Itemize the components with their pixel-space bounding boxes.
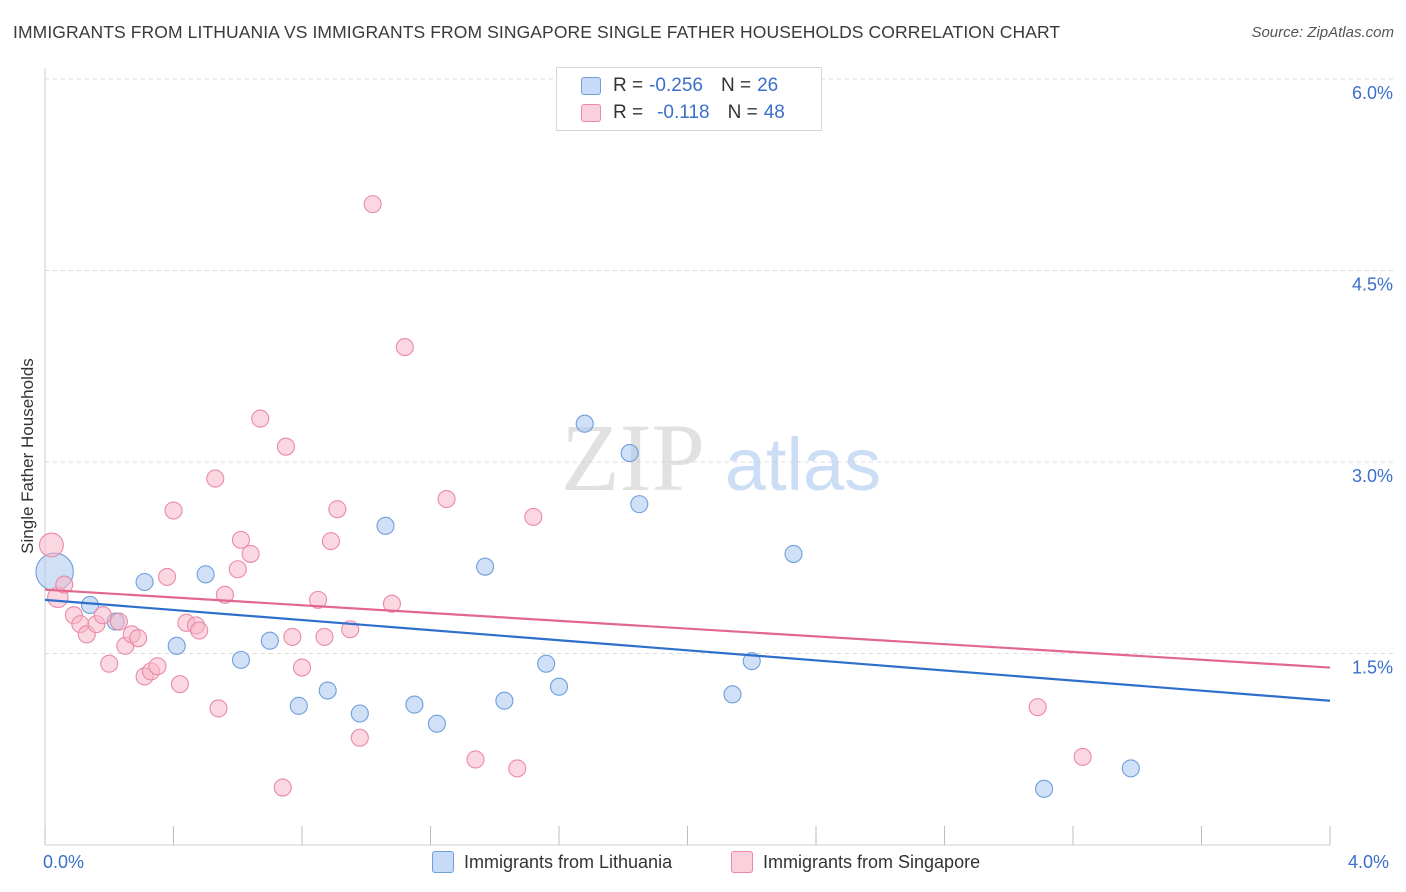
singapore-point (251, 409, 270, 428)
lithuania-point (231, 650, 251, 669)
y-tick-label: 1.5% (1352, 658, 1393, 678)
trend-lines (44, 588, 1331, 702)
legend-row-singapore: R = -0.118 N = 48 (581, 101, 785, 125)
watermark-atlas: atlas (725, 423, 881, 506)
singapore-point (524, 507, 543, 526)
y-tick-label: 4.5% (1352, 275, 1393, 295)
y-tick-label: 6.0% (1352, 83, 1393, 103)
singapore-point (231, 530, 251, 549)
singapore-point (508, 759, 527, 778)
correlation-legend: R = -0.256 N = 26 R = -0.118 N = 48 (556, 67, 822, 131)
y-axis-label: Single Father Households (18, 358, 37, 554)
singapore-point (129, 629, 148, 648)
singapore-legend-label: Immigrants from Singapore (763, 851, 981, 872)
singapore-point (109, 612, 128, 631)
singapore-point (466, 750, 485, 769)
singapore-point (292, 658, 312, 677)
lithuania-point (405, 695, 424, 714)
lithuania-point (167, 636, 186, 655)
singapore-point (206, 469, 225, 488)
lithuania-point (549, 677, 569, 696)
x-tick-label-min: 0.0% (43, 852, 85, 872)
singapore-swatch (581, 104, 601, 122)
chart-title: IMMIGRANTS FROM LITHUANIA VS IMMIGRANTS … (13, 22, 1061, 42)
lithuania-point (630, 495, 649, 514)
singapore-point (215, 585, 234, 604)
lithuania-point (350, 704, 369, 723)
lithuania-point (476, 557, 495, 576)
singapore-point (321, 532, 340, 551)
lithuania-point (575, 414, 594, 433)
r-label: R = (613, 102, 644, 123)
singapore-point (93, 606, 112, 625)
singapore-point (437, 489, 456, 509)
singapore-point (315, 627, 334, 646)
singapore-point (241, 544, 260, 563)
lithuania-point (620, 444, 639, 463)
singapore-point (283, 627, 302, 646)
singapore-point (395, 338, 414, 357)
singapore-point (190, 621, 209, 640)
singapore-point (273, 778, 292, 797)
singapore-point (148, 657, 167, 676)
singapore-point (1073, 747, 1092, 766)
singapore-point (100, 654, 119, 673)
y-tick-labels: 1.5% 3.0% 4.5% 6.0% (1352, 83, 1393, 678)
lithuania-point (495, 691, 514, 710)
singapore-point (55, 575, 74, 594)
singapore-point (276, 437, 295, 456)
lithuania-point (723, 685, 742, 704)
lithuania-point (196, 565, 215, 584)
source-credit: Source: ZipAtlas.com (1251, 24, 1394, 41)
lithuania-point (427, 714, 446, 733)
lithuania-point (318, 681, 337, 700)
lithuania-swatch (581, 77, 601, 95)
singapore-point (228, 560, 247, 579)
singapore-point (350, 728, 369, 747)
singapore-point (328, 500, 347, 519)
lithuania-trend-line (44, 598, 1331, 702)
n-value: 48 (763, 102, 785, 123)
singapore-point (309, 590, 328, 609)
singapore-trend-line (44, 588, 1331, 669)
r-value: -0.118 (657, 102, 710, 123)
lithuania-point (1121, 759, 1140, 778)
singapore-point (158, 567, 177, 586)
lithuania-point (537, 654, 556, 673)
lithuania-legend-label: Immigrants from Lithuania (464, 851, 673, 872)
grid-lines (45, 78, 1395, 654)
lithuania-point (1035, 779, 1054, 798)
lithuania-legend-swatch (432, 851, 454, 873)
singapore-point (382, 594, 402, 613)
singapore-point (170, 675, 189, 694)
singapore-point (209, 699, 228, 718)
singapore-point (38, 532, 64, 558)
y-tick-label: 3.0% (1352, 466, 1393, 486)
n-value: 26 (757, 75, 779, 96)
singapore-point (1028, 698, 1047, 717)
r-label: R = (613, 75, 644, 96)
singapore-legend-swatch (731, 851, 753, 873)
n-label: N = (720, 75, 752, 96)
bottom-legend-singapore: Immigrants from Singapore (731, 851, 980, 873)
axes (44, 68, 1331, 846)
bottom-legend-lithuania: Immigrants from Lithuania (432, 851, 672, 873)
lithuania-point (784, 544, 803, 563)
singapore-point (164, 501, 183, 520)
legend-row-lithuania: R = -0.256 N = 26 (581, 74, 778, 98)
lithuania-point (289, 696, 308, 715)
lithuania-point (376, 516, 395, 535)
data-points (35, 195, 1140, 798)
n-label: N = (727, 102, 758, 123)
lithuania-point (742, 652, 761, 671)
lithuania-point (260, 631, 279, 650)
singapore-point (363, 195, 382, 214)
x-tick-label-max: 4.0% (1348, 852, 1390, 872)
lithuania-point (135, 572, 154, 592)
r-value: -0.256 (649, 75, 703, 96)
